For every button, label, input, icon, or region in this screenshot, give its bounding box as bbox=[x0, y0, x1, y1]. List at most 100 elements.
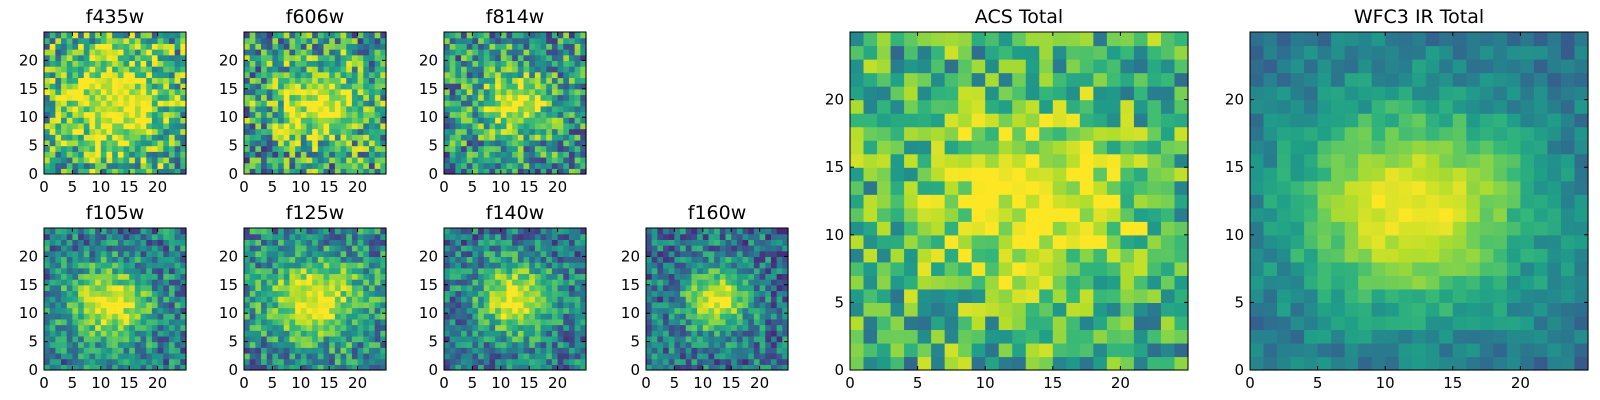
heatmap-cell bbox=[551, 324, 559, 331]
heatmap-cell bbox=[971, 302, 986, 317]
heatmap-cell bbox=[66, 301, 73, 309]
heatmap-cell bbox=[249, 83, 256, 90]
heatmap-cell bbox=[444, 77, 451, 84]
heatmap-cell bbox=[44, 296, 51, 303]
heatmap-cell bbox=[351, 139, 359, 147]
heatmap-cell bbox=[691, 301, 698, 309]
heatmap-cell bbox=[455, 111, 462, 118]
heatmap-cell bbox=[300, 364, 308, 371]
heatmap-cell bbox=[1147, 194, 1162, 209]
heatmap-cell bbox=[146, 347, 153, 354]
heatmap-cell bbox=[151, 88, 159, 96]
heatmap-cell bbox=[123, 335, 130, 343]
heatmap-cell bbox=[759, 324, 766, 331]
heatmap-cell bbox=[697, 296, 704, 303]
heatmap-cell bbox=[374, 60, 381, 67]
heatmap-cell bbox=[334, 262, 342, 269]
heatmap-cell bbox=[312, 250, 319, 257]
heatmap-cell bbox=[266, 256, 273, 263]
heatmap-cell bbox=[500, 318, 508, 326]
heatmap-cell bbox=[551, 83, 559, 90]
heatmap-cell bbox=[574, 245, 581, 252]
heatmap-cell bbox=[261, 233, 268, 240]
heatmap-cell bbox=[574, 284, 581, 292]
heatmap-cell bbox=[534, 279, 542, 286]
heatmap-cell bbox=[534, 49, 542, 56]
heatmap-cell bbox=[300, 228, 308, 235]
heatmap-cell bbox=[146, 330, 153, 337]
heatmap-cell bbox=[568, 330, 576, 337]
heatmap-cell bbox=[731, 307, 738, 314]
heatmap-cell bbox=[580, 145, 587, 152]
heatmap-cell bbox=[289, 358, 296, 365]
heatmap-cell bbox=[580, 94, 587, 101]
heatmap-cell bbox=[380, 245, 387, 252]
heatmap-cell bbox=[83, 239, 91, 246]
heatmap-cell bbox=[1066, 315, 1081, 331]
heatmap-cell bbox=[61, 117, 68, 124]
heatmap-cell bbox=[100, 32, 108, 39]
heatmap-cell bbox=[174, 284, 181, 292]
heatmap-cell bbox=[455, 117, 462, 124]
heatmap-cell bbox=[255, 88, 262, 96]
heatmap-cell bbox=[691, 330, 698, 337]
heatmap-cell bbox=[146, 32, 153, 39]
heatmap-cell bbox=[368, 139, 376, 147]
heatmap-cell bbox=[455, 168, 462, 175]
heatmap-cell bbox=[140, 273, 147, 280]
heatmap-cell bbox=[300, 318, 308, 326]
heatmap-cell bbox=[890, 275, 905, 290]
heatmap-cell bbox=[66, 105, 73, 113]
heatmap-cell bbox=[357, 233, 364, 240]
heatmap-cell bbox=[100, 168, 108, 175]
heatmap-cell bbox=[374, 145, 381, 152]
heatmap-cell bbox=[180, 43, 187, 50]
heatmap-cell bbox=[78, 290, 85, 297]
heatmap-cell bbox=[1066, 261, 1081, 276]
heatmap-cell bbox=[244, 307, 251, 314]
x-tick-label: 15 bbox=[722, 374, 741, 392]
heatmap-cell bbox=[380, 233, 387, 240]
heatmap-cell bbox=[129, 88, 136, 96]
heatmap-cell bbox=[157, 335, 164, 343]
heatmap-cell bbox=[719, 273, 727, 280]
heatmap-cell bbox=[180, 296, 187, 303]
heatmap-cell bbox=[691, 233, 698, 240]
heatmap-cell bbox=[66, 358, 73, 365]
heatmap-cell bbox=[850, 153, 865, 168]
heatmap-cell bbox=[368, 228, 376, 235]
heatmap-cell bbox=[244, 318, 251, 326]
heatmap-cell bbox=[117, 301, 125, 309]
heatmap-cell bbox=[466, 335, 473, 343]
heatmap-cell bbox=[72, 83, 79, 90]
heatmap-cell bbox=[329, 352, 336, 360]
heatmap-cell bbox=[444, 151, 451, 158]
heatmap-cell bbox=[483, 284, 491, 292]
heatmap-cell bbox=[363, 156, 370, 164]
heatmap-cell bbox=[323, 139, 330, 147]
heatmap-cell bbox=[66, 245, 73, 252]
heatmap-cell bbox=[278, 267, 285, 275]
heatmap-cell bbox=[255, 43, 262, 50]
heatmap-cell bbox=[351, 296, 359, 303]
heatmap-cell bbox=[668, 267, 675, 275]
heatmap-cell bbox=[317, 134, 325, 141]
heatmap-cell bbox=[540, 313, 547, 320]
heatmap-cell bbox=[466, 100, 473, 107]
heatmap-cell bbox=[300, 296, 308, 303]
heatmap-cell bbox=[100, 290, 108, 297]
heatmap-cell bbox=[312, 358, 319, 365]
heatmap-cell bbox=[495, 352, 502, 360]
heatmap-cell bbox=[66, 122, 73, 130]
heatmap-cell bbox=[357, 32, 364, 39]
heatmap-cell bbox=[1174, 329, 1189, 344]
heatmap-cell bbox=[329, 32, 336, 39]
heatmap-cell bbox=[151, 71, 159, 79]
heatmap-cell bbox=[380, 71, 387, 79]
heatmap-cell bbox=[1079, 194, 1094, 209]
heatmap-cell bbox=[523, 37, 530, 44]
heatmap-cell bbox=[374, 156, 381, 164]
heatmap-cell bbox=[78, 301, 85, 309]
heatmap-cell bbox=[495, 66, 502, 73]
heatmap-cell bbox=[146, 88, 153, 96]
